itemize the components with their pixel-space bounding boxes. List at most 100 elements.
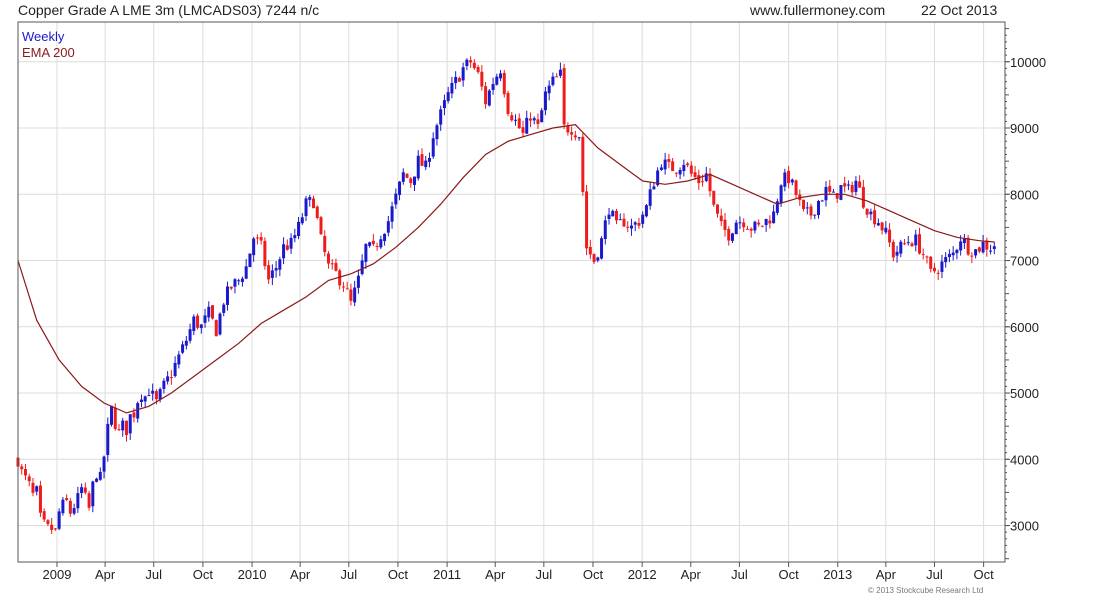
candle-down bbox=[255, 237, 259, 239]
candle-down bbox=[38, 485, 42, 513]
candle-down bbox=[536, 119, 540, 124]
candle-up bbox=[139, 399, 143, 403]
candle-up bbox=[225, 286, 229, 305]
candle-down bbox=[910, 243, 914, 247]
candle-down bbox=[716, 204, 720, 214]
candle-down bbox=[457, 78, 461, 82]
candle-up bbox=[600, 238, 604, 259]
candle-down bbox=[787, 170, 791, 184]
candle-up bbox=[648, 189, 652, 206]
candle-down bbox=[341, 286, 345, 288]
candle-down bbox=[667, 158, 671, 163]
candle-down bbox=[843, 183, 847, 187]
candle-up bbox=[989, 250, 993, 252]
candle-up bbox=[499, 73, 503, 79]
candle-down bbox=[510, 115, 514, 121]
candle-down bbox=[622, 218, 626, 227]
candle-down bbox=[858, 181, 862, 188]
candle-up bbox=[304, 198, 308, 217]
candle-up bbox=[360, 260, 364, 275]
candle-up bbox=[906, 242, 910, 244]
candle-up bbox=[98, 471, 102, 480]
plot-frame bbox=[17, 21, 1006, 563]
site-url[interactable]: www.fullermoney.com bbox=[750, 2, 886, 18]
candle-up bbox=[173, 362, 177, 377]
candle-up bbox=[992, 246, 996, 250]
candle-up bbox=[207, 306, 211, 318]
candle-up bbox=[618, 219, 622, 221]
y-tick-label: 3000 bbox=[1010, 519, 1039, 534]
candle-up bbox=[461, 67, 465, 81]
candle-down bbox=[375, 246, 379, 248]
y-tick-label: 5000 bbox=[1010, 386, 1039, 401]
candle-up bbox=[379, 239, 383, 248]
candle-up bbox=[656, 170, 660, 186]
candle-down bbox=[689, 165, 693, 174]
candle-down bbox=[521, 127, 525, 133]
candle-down bbox=[903, 243, 907, 245]
candle-down bbox=[693, 172, 697, 177]
candle-down bbox=[502, 72, 506, 95]
candle-down bbox=[196, 315, 200, 328]
candle-down bbox=[708, 173, 712, 192]
candle-up bbox=[308, 197, 312, 200]
candle-up bbox=[147, 395, 151, 397]
candle-up bbox=[817, 201, 821, 216]
candle-up bbox=[824, 187, 828, 201]
candle-up bbox=[80, 487, 84, 494]
candle-down bbox=[480, 71, 484, 87]
candle-down bbox=[570, 132, 574, 135]
candle-up bbox=[356, 275, 360, 288]
candle-down bbox=[977, 247, 981, 252]
legend-item: Weekly bbox=[22, 29, 65, 44]
candle-up bbox=[899, 241, 903, 254]
candle-up bbox=[805, 207, 809, 209]
candle-up bbox=[944, 257, 948, 263]
candle-down bbox=[760, 225, 764, 227]
candle-down bbox=[757, 222, 761, 225]
candle-up bbox=[753, 221, 757, 231]
y-tick-label: 10000 bbox=[1010, 55, 1046, 70]
candle-down bbox=[581, 136, 585, 192]
candle-up bbox=[678, 169, 682, 175]
candle-up bbox=[353, 287, 357, 303]
candle-up bbox=[274, 268, 278, 271]
candle-up bbox=[962, 238, 966, 244]
candle-down bbox=[794, 180, 798, 196]
candle-down bbox=[259, 237, 263, 241]
candle-up bbox=[596, 257, 600, 261]
candle-up bbox=[435, 125, 439, 140]
y-tick-label: 7000 bbox=[1010, 254, 1039, 269]
candle-down bbox=[229, 286, 233, 289]
candle-down bbox=[861, 186, 865, 208]
legend-item: EMA 200 bbox=[22, 45, 75, 60]
candle-up bbox=[914, 234, 918, 246]
candle-down bbox=[476, 67, 480, 73]
x-axis: 2009 Apr Jul Oct 2010 Apr Jul Oct 2011 Apr Jul Oct 2… bbox=[43, 562, 994, 582]
candle-up bbox=[121, 420, 125, 431]
x-tick-label: Apr bbox=[290, 567, 311, 582]
y-axis: 3000 4000 5000 6000 7000 8000 9000 10000 bbox=[1005, 28, 1046, 560]
candle-down bbox=[723, 219, 727, 231]
x-tick-label: Oct bbox=[583, 567, 604, 582]
candle-down bbox=[809, 206, 813, 216]
candle-up bbox=[383, 233, 387, 242]
candle-up bbox=[233, 279, 237, 287]
candle-up bbox=[659, 167, 663, 170]
candle-down bbox=[592, 253, 596, 262]
candle-up bbox=[775, 201, 779, 213]
candle-up bbox=[820, 200, 824, 202]
plot-area bbox=[18, 22, 1005, 562]
candle-down bbox=[686, 163, 690, 166]
y-tick-label: 9000 bbox=[1010, 121, 1039, 136]
candle-up bbox=[540, 110, 544, 123]
candle-up bbox=[244, 266, 248, 279]
candle-up bbox=[951, 252, 955, 256]
candle-up bbox=[91, 481, 95, 507]
candle-up bbox=[297, 221, 301, 237]
x-tick-label: Apr bbox=[876, 567, 897, 582]
candle-up bbox=[72, 508, 76, 514]
candle-down bbox=[87, 493, 91, 508]
candle-down bbox=[315, 206, 319, 218]
